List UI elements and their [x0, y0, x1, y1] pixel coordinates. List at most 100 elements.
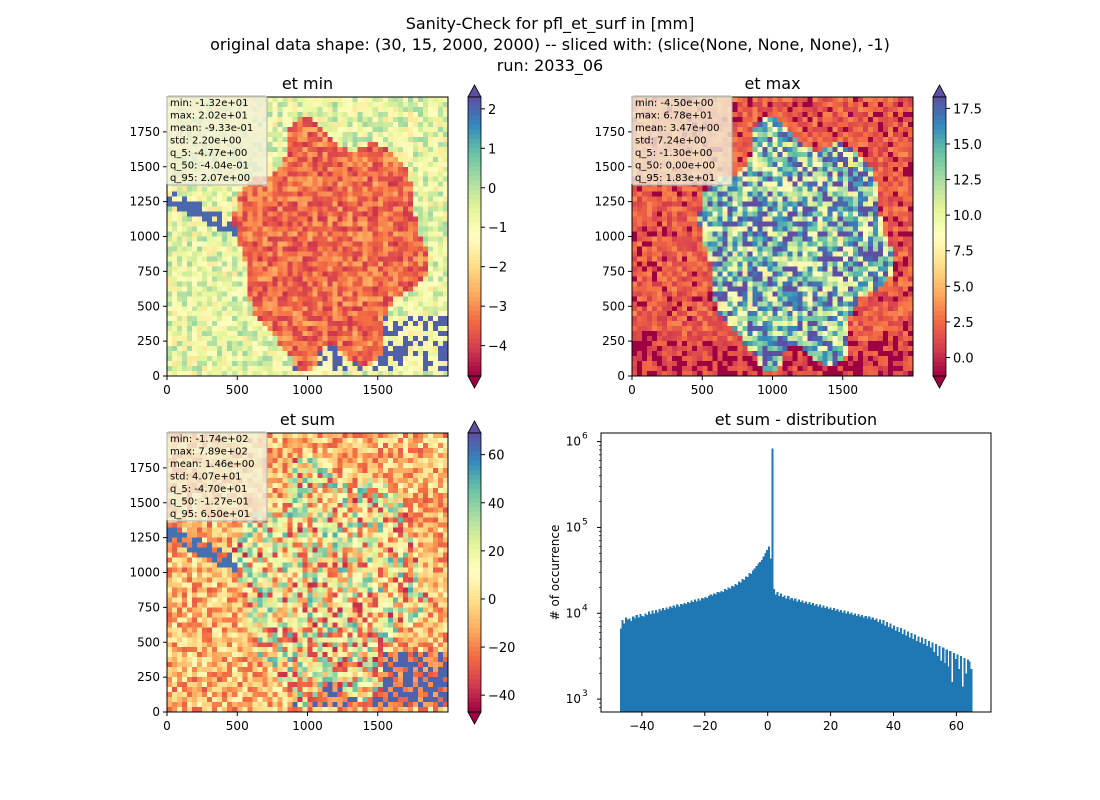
heatmap-cell — [332, 211, 339, 218]
heatmap-cell — [267, 206, 273, 213]
heatmap-cell — [202, 266, 208, 272]
heatmap-cell — [282, 301, 289, 307]
heatmap-cell — [437, 206, 444, 213]
heatmap-cell — [352, 211, 359, 218]
heatmap-cell — [362, 266, 369, 272]
heatmap-cell — [762, 231, 769, 238]
heatmap-cell — [857, 101, 864, 108]
heatmap-cell — [757, 97, 764, 103]
heatmap-cell — [437, 101, 444, 108]
heatmap-cell — [327, 211, 334, 218]
heatmap-cell — [387, 206, 394, 213]
heatmap-cell — [792, 211, 799, 218]
heatmap-cell — [347, 361, 354, 367]
heatmap-cell — [902, 136, 909, 143]
heatmap-cell — [862, 166, 869, 173]
heatmap-cell — [352, 331, 359, 337]
heatmap-cell — [697, 246, 703, 253]
heatmap-cell — [422, 196, 429, 203]
heatmap-cell — [272, 286, 278, 292]
heatmap-cell — [382, 186, 389, 193]
heatmap-cell — [252, 221, 258, 228]
heatmap-cell — [377, 116, 384, 123]
colorbar-segment — [468, 222, 481, 228]
heatmap-cell — [382, 106, 389, 113]
heatmap-cell — [697, 226, 703, 233]
heatmap-cell — [897, 226, 904, 233]
heatmap-cell — [787, 151, 794, 158]
heatmap-cell — [907, 161, 914, 168]
heatmap-cell — [762, 106, 769, 113]
heatmap-cell — [357, 236, 364, 243]
heatmap-cell — [767, 156, 774, 163]
heatmap-cell — [347, 371, 354, 377]
heatmap-cell — [332, 181, 339, 188]
heatmap-cell — [907, 216, 914, 223]
heatmap-cell — [312, 171, 319, 178]
heatmap-cell — [317, 316, 324, 322]
heatmap-cell — [177, 291, 183, 297]
heatmap-cell — [367, 191, 374, 198]
heatmap-cell — [827, 186, 834, 193]
heatmap-cell — [842, 236, 849, 243]
heatmap-cell — [407, 106, 414, 113]
heatmap-cell — [202, 366, 208, 372]
heatmap-cell — [347, 296, 354, 302]
heatmap-cell — [352, 176, 359, 183]
heatmap-cell — [882, 136, 889, 143]
heatmap-cell — [307, 121, 314, 128]
heatmap-cell — [352, 151, 359, 158]
heatmap-cell — [442, 371, 449, 377]
heatmap-cell — [852, 191, 859, 198]
heatmap-cell — [262, 301, 268, 307]
heatmap-cell — [187, 366, 193, 372]
heatmap-cell — [727, 231, 733, 238]
heatmap-cell — [297, 191, 304, 198]
heatmap-cell — [377, 176, 384, 183]
heatmap-cell — [677, 231, 683, 238]
heatmap-cell — [702, 226, 708, 233]
heatmap-cell — [402, 336, 409, 342]
heatmap-cell — [382, 291, 389, 297]
heatmap-cell — [362, 241, 369, 248]
heatmap-cell — [282, 151, 289, 158]
heatmap-cell — [322, 306, 329, 312]
heatmap-cell — [262, 361, 268, 367]
heatmap-cell — [802, 166, 809, 173]
heatmap-cell — [257, 251, 263, 258]
heatmap-cell — [397, 141, 404, 148]
heatmap-cell — [322, 186, 329, 193]
heatmap-cell — [877, 101, 884, 108]
heatmap-cell — [262, 246, 268, 253]
heatmap-cell — [312, 341, 319, 347]
heatmap-cell — [847, 97, 854, 103]
heatmap-cell — [287, 291, 294, 297]
heatmap-cell — [767, 141, 774, 148]
heatmap-cell — [837, 146, 844, 153]
heatmap-cell — [337, 346, 344, 352]
heatmap-cell — [307, 316, 314, 322]
heatmap-cell — [732, 196, 738, 203]
heatmap-cell — [262, 331, 268, 337]
heatmap-cell — [327, 316, 334, 322]
heatmap-cell — [397, 316, 404, 322]
heatmap-cell — [167, 326, 173, 332]
heatmap-cell — [417, 346, 424, 352]
heatmap-cell — [357, 186, 364, 193]
heatmap-cell — [412, 356, 419, 362]
heatmap-cell — [277, 301, 284, 307]
heatmap-cell — [762, 211, 769, 218]
heatmap-cell — [192, 241, 198, 248]
heatmap-cell — [807, 136, 814, 143]
heatmap-cell — [397, 306, 404, 312]
heatmap-cell — [197, 351, 203, 357]
heatmap-cell — [227, 311, 233, 317]
heatmap-cell — [372, 101, 379, 108]
heatmap-cell — [827, 146, 834, 153]
heatmap-cell — [167, 341, 173, 347]
heatmap-cell — [412, 261, 419, 267]
heatmap-cell — [357, 321, 364, 327]
heatmap-cell — [442, 101, 449, 108]
heatmap-cell — [302, 106, 309, 113]
heatmap-cell — [782, 146, 789, 153]
